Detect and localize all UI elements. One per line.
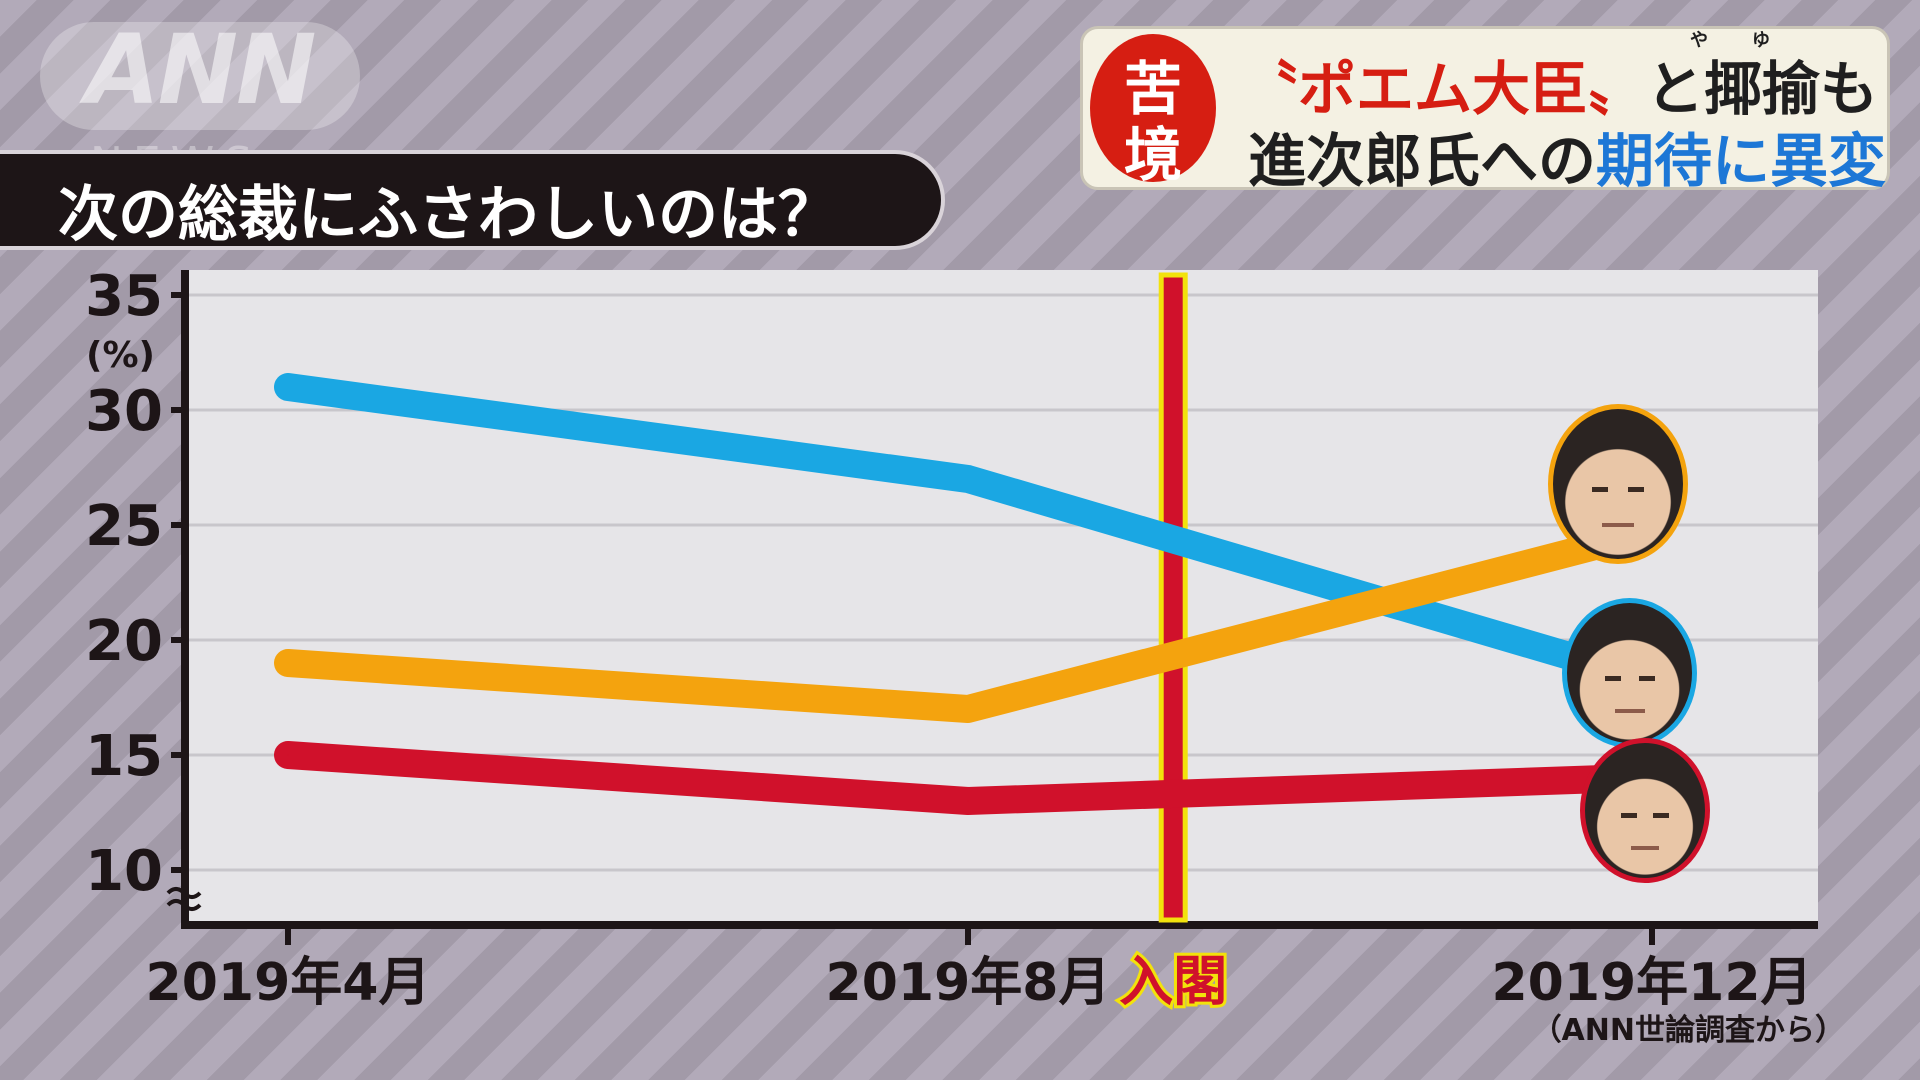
ruby-ya: や [1690, 30, 1708, 51]
badge-char-top: 苦 [1123, 55, 1182, 123]
event-marker-bar [1158, 272, 1188, 923]
koizumi-face-icon [1562, 598, 1697, 748]
headline-line2: 進次郎氏への期待に異変 [1248, 114, 1886, 198]
data-point-ishiba [287, 662, 289, 664]
x-tick-label: 2019年4月 [146, 953, 431, 1013]
y-tick-label: 30 [85, 379, 163, 444]
data-point-ishiba [967, 708, 969, 710]
question-text: 次の総裁にふさわしいのは？ [58, 180, 838, 250]
data-point-abe [287, 754, 289, 756]
plot-background [185, 270, 1818, 925]
data-point-abe [967, 800, 969, 802]
y-tick-label: 25 [85, 494, 163, 559]
ann-logo-badge [40, 22, 360, 130]
data-point-koizumi [287, 386, 289, 388]
headline-line2-blue: 期待に異変 [1596, 127, 1887, 195]
axis-break-mark [166, 887, 202, 911]
data-point-koizumi [967, 478, 969, 480]
event-label: 入閣 [1119, 950, 1227, 1013]
y-tick-label: 15 [85, 724, 163, 789]
question-banner: 次の総裁にふさわしいのは？ [0, 150, 945, 250]
source-note: （ANN世論調査から） [1532, 1013, 1845, 1048]
headline-quote: 〝ポエム大臣〟 [1240, 55, 1647, 123]
y-tick-label: 35 [85, 264, 163, 329]
ann-logo-text: ANN [85, 14, 317, 126]
y-unit-label: (%) [86, 335, 155, 376]
badge-char-bottom: 境 [1123, 121, 1182, 189]
ruby-yu: ゆ [1752, 30, 1770, 51]
x-tick-label: 2019年12月 [1491, 953, 1812, 1013]
y-tick-label: 10 [85, 839, 163, 904]
ishiba-face-icon [1548, 404, 1688, 564]
abe-face-icon [1580, 738, 1710, 883]
headline-line1: 〝ポエム大臣〟と揶揄も [1240, 42, 1878, 126]
y-tick-label: 20 [85, 609, 163, 674]
x-tick-label: 2019年8月 [826, 953, 1111, 1013]
headline-badge: 苦 境 [1090, 34, 1216, 189]
headline-line2-black: 進次郎氏への [1248, 127, 1597, 195]
headline-line1-rest: と揶揄も [1646, 55, 1879, 123]
